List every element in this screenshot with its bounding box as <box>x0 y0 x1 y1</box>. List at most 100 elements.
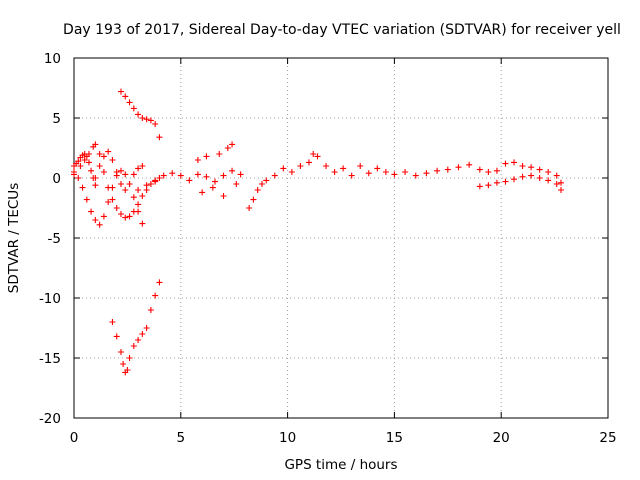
data-point <box>528 164 535 171</box>
y-tick-label: -15 <box>39 351 61 367</box>
data-point <box>113 169 120 175</box>
data-point <box>545 177 552 184</box>
data-point <box>126 355 133 361</box>
data-point <box>113 333 120 340</box>
data-point <box>536 166 543 173</box>
data-point <box>100 213 107 220</box>
data-point <box>130 343 137 349</box>
data-point <box>466 161 473 168</box>
data-point <box>391 171 398 178</box>
data-point <box>143 116 150 123</box>
data-point <box>340 165 347 172</box>
x-tick-label: 10 <box>279 430 296 446</box>
data-point <box>348 172 355 179</box>
data-point <box>233 181 240 187</box>
data-point <box>113 205 120 211</box>
data-point <box>297 163 304 169</box>
data-point <box>528 172 535 179</box>
y-tick-label: -20 <box>39 411 61 427</box>
data-point <box>126 99 133 106</box>
data-point <box>96 221 103 228</box>
series-spikes-6-8 <box>194 141 240 199</box>
data-point <box>258 181 265 187</box>
plot-frame <box>73 57 609 419</box>
data-point <box>476 166 483 173</box>
data-point <box>229 141 236 148</box>
data-point <box>117 167 124 174</box>
data-point <box>122 171 129 178</box>
x-tick-label: 25 <box>599 430 616 446</box>
data-point <box>434 167 441 174</box>
y-tick-label: 5 <box>52 111 61 127</box>
data-point <box>493 179 500 186</box>
data-point <box>109 196 116 203</box>
data-point <box>124 367 131 373</box>
data-point <box>143 325 150 331</box>
data-point <box>105 199 112 205</box>
data-point <box>169 170 176 177</box>
data-point <box>305 159 312 166</box>
data-point <box>147 307 154 313</box>
data-point <box>83 196 90 203</box>
data-point <box>519 163 526 169</box>
data-point <box>105 148 112 155</box>
x-tick-label: 0 <box>70 430 79 446</box>
data-point <box>135 208 142 215</box>
data-point <box>423 170 430 177</box>
data-point <box>122 187 129 193</box>
data-point <box>194 171 201 178</box>
x-tick-label: 5 <box>177 430 186 446</box>
series-band-mid <box>135 167 244 193</box>
data-point <box>96 163 103 169</box>
data-point <box>139 115 146 121</box>
data-point <box>199 189 206 196</box>
data-point <box>365 170 372 177</box>
series-arc-early <box>71 151 99 189</box>
data-point <box>280 165 287 172</box>
data-point <box>412 172 419 179</box>
data-point <box>92 217 99 223</box>
x-tick-labels: 0 5 10 15 20 25 <box>70 430 617 446</box>
data-point <box>71 171 77 178</box>
y-tick-label: -10 <box>39 291 61 307</box>
data-point <box>77 163 84 169</box>
series-arc-lower <box>109 279 163 376</box>
data-point <box>263 177 270 184</box>
series-band-15-23 <box>391 159 565 186</box>
y-tick-label: 10 <box>44 51 61 67</box>
data-point <box>493 167 500 174</box>
data-point <box>126 181 133 187</box>
data-point <box>92 182 99 189</box>
data-point <box>126 213 133 220</box>
data-point <box>109 184 116 191</box>
data-point <box>237 171 244 178</box>
data-point <box>271 172 278 179</box>
data-point <box>511 159 518 166</box>
data-point <box>88 167 95 174</box>
data-point <box>135 201 142 208</box>
data-point <box>156 175 163 181</box>
data-point <box>130 105 137 112</box>
data-point <box>194 157 201 163</box>
data-point <box>122 214 129 221</box>
data-point <box>100 153 107 160</box>
data-point <box>117 181 124 187</box>
data-point <box>135 187 142 193</box>
x-tick-label: 15 <box>386 430 403 446</box>
series-arc-dip-c <box>92 148 146 193</box>
data-point <box>130 171 137 178</box>
data-point <box>314 153 321 160</box>
data-point <box>545 169 552 175</box>
data-point <box>152 178 159 185</box>
data-point <box>117 349 124 355</box>
data-point <box>374 165 381 172</box>
y-axis-label: SDTVAR / TECUs <box>6 183 22 293</box>
data-point <box>122 93 129 100</box>
data-point <box>558 179 565 186</box>
data-point <box>75 175 82 181</box>
data-point <box>156 279 163 286</box>
data-point <box>502 160 509 167</box>
data-point <box>216 151 223 157</box>
data-point <box>455 164 462 171</box>
